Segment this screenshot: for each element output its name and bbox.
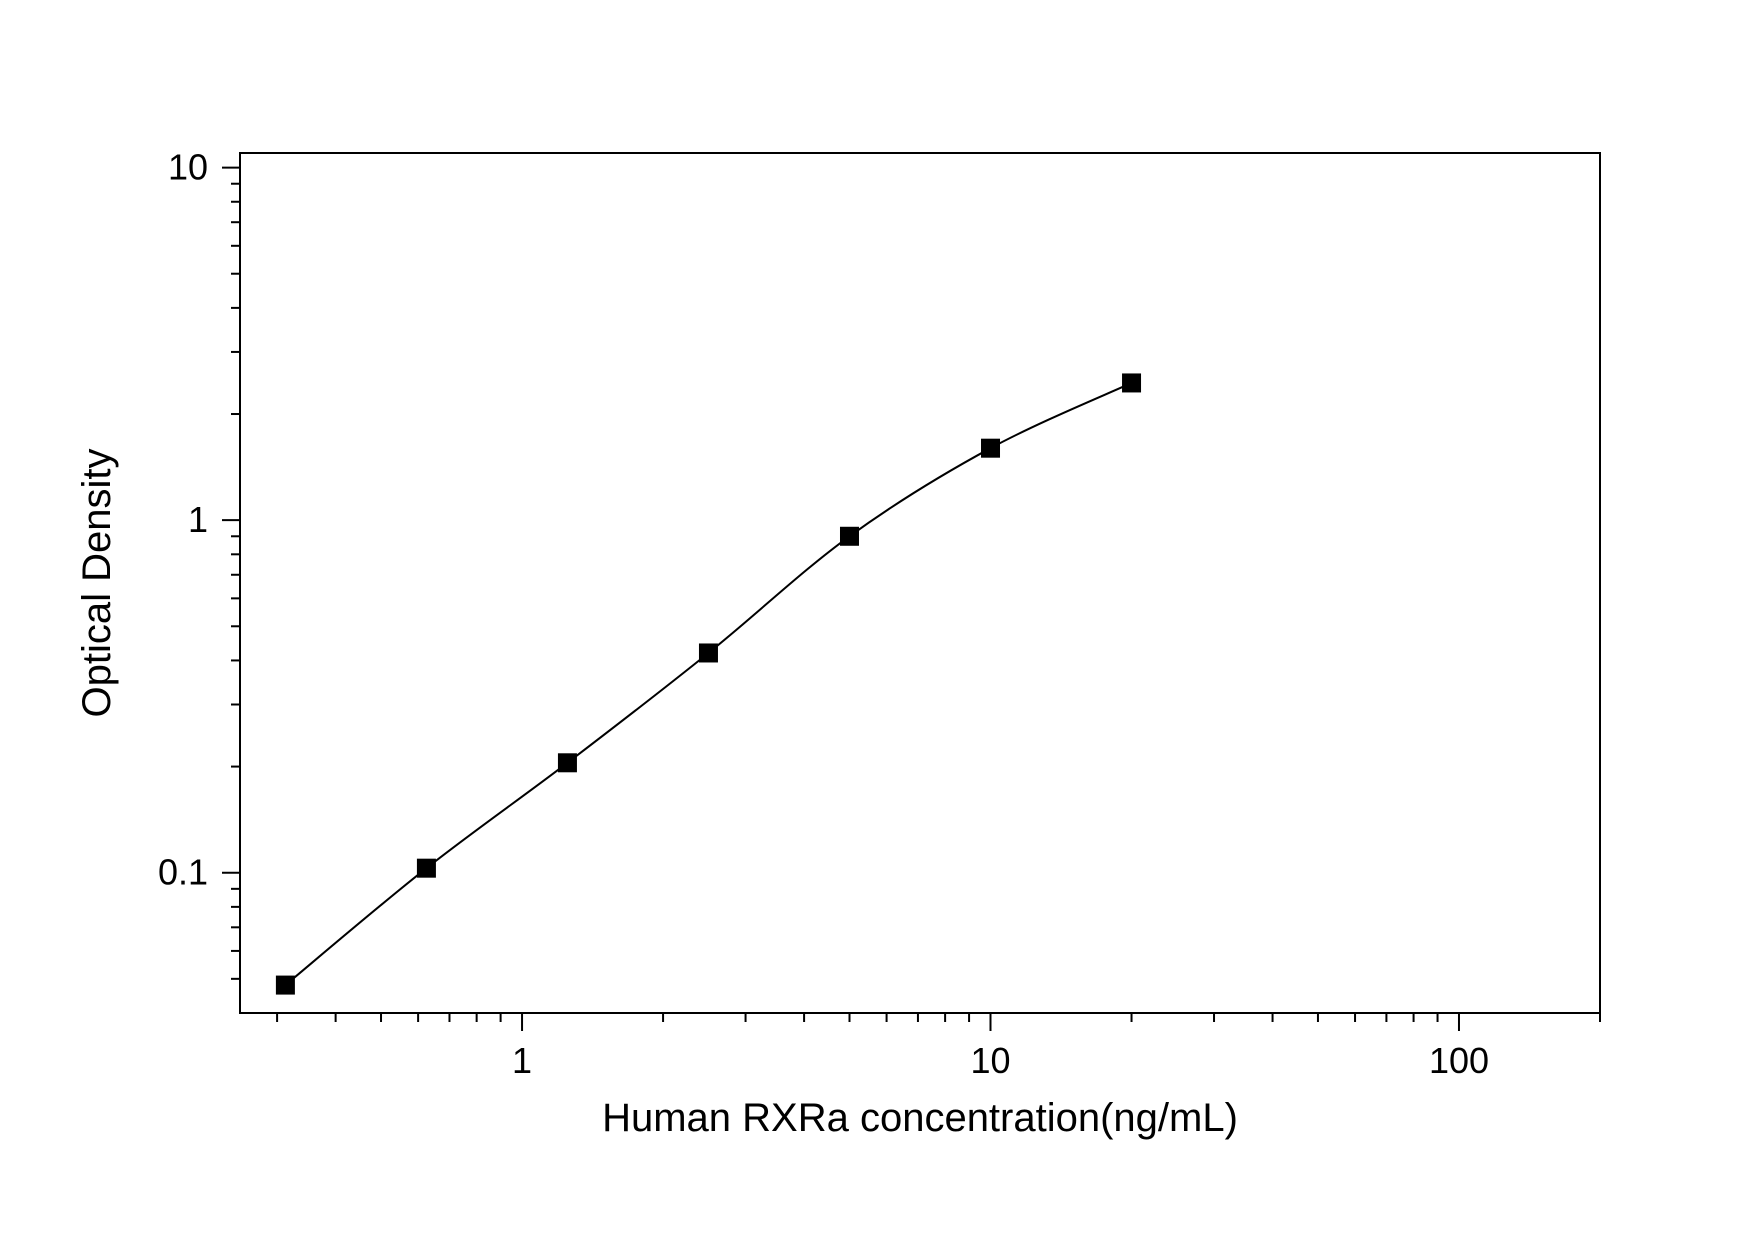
- x-tick-label: 100: [1429, 1040, 1489, 1081]
- y-tick-label: 10: [168, 147, 208, 188]
- x-tick-label: 10: [970, 1040, 1010, 1081]
- chart-bg: [0, 0, 1755, 1240]
- y-tick-label: 1: [188, 499, 208, 540]
- data-marker: [276, 976, 294, 994]
- y-axis-label: Optical Density: [75, 449, 119, 718]
- data-marker: [982, 439, 1000, 457]
- data-marker: [699, 644, 717, 662]
- data-marker: [840, 527, 858, 545]
- chart-container: 1 10 100 0.1 1 10 Human RXRa concentration(ng/…: [0, 0, 1755, 1240]
- y-tick-label: 0.1: [158, 852, 208, 893]
- data-marker: [1123, 374, 1141, 392]
- x-axis-label: Human RXRa concentration(ng/mL): [602, 1096, 1238, 1140]
- chart-svg: 1 10 100 0.1 1 10 Human RXRa concentration(ng/…: [0, 0, 1755, 1240]
- x-tick-label: 1: [512, 1040, 532, 1081]
- data-marker: [417, 859, 435, 877]
- data-marker: [558, 754, 576, 772]
